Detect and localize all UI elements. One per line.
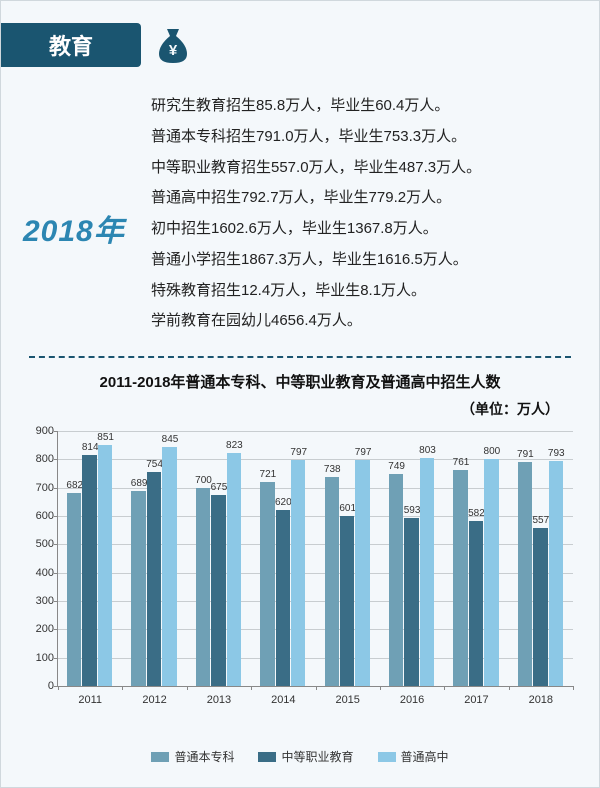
stats-line: 初中招生1602.6万人，毕业生1367.8万人。 [151,214,569,245]
stats-text-block: 研究生教育招生85.8万人，毕业生60.4万人。 普通本专科招生791.0万人，… [151,91,569,337]
bar [484,459,498,686]
bar-value-label: 761 [446,457,476,468]
bar [276,510,290,686]
bar-value-label: 803 [413,445,443,456]
y-axis-label: 800 [24,453,54,465]
bar-value-label: 749 [382,461,412,472]
stats-line: 学前教育在园幼儿4656.4万人。 [151,306,569,337]
bar [291,460,305,686]
y-axis-label: 200 [24,623,54,635]
bar [211,495,225,686]
bar [67,493,81,686]
legend-swatch [378,752,396,762]
x-axis-label: 2014 [271,694,295,706]
bar-value-label: 797 [284,447,314,458]
section-header: 教育 [1,23,141,67]
legend-item: 普通本专科 [151,748,234,765]
y-axis-label: 100 [24,652,54,664]
legend-swatch [151,752,169,762]
bar-value-label: 851 [91,432,121,443]
chart-title: 2011-2018年普通本专科、中等职业教育及普通高中招生人数 [1,371,599,392]
bar [131,491,145,686]
bar [518,462,532,686]
bar [420,458,434,686]
bar [340,516,354,686]
svg-text:¥: ¥ [169,42,178,59]
stats-line: 中等职业教育招生557.0万人，毕业生487.3万人。 [151,153,569,184]
bar-value-label: 791 [510,449,540,460]
bar [82,455,96,686]
bar [453,470,467,686]
y-axis-label: 500 [24,538,54,550]
x-axis-label: 2012 [142,694,166,706]
bar-value-label: 797 [348,447,378,458]
y-axis-label: 900 [24,425,54,437]
bar-value-label: 793 [541,448,571,459]
chart-unit: （单位：万人） [461,399,559,419]
y-axis-label: 400 [24,567,54,579]
bar [98,445,112,686]
bar [404,518,418,686]
section-divider [29,356,571,358]
bar-value-label: 823 [219,440,249,451]
bar-value-label: 800 [477,446,507,457]
gridline [58,431,573,432]
y-axis-label: 600 [24,510,54,522]
bar [469,521,483,686]
y-axis-label: 700 [24,482,54,494]
bar [260,482,274,686]
year-label: 2018年 [23,206,125,250]
x-axis-label: 2015 [335,694,359,706]
stats-line: 特殊教育招生12.4万人，毕业生8.1万人。 [151,276,569,307]
bar [549,461,563,686]
x-axis-label: 2018 [529,694,553,706]
chart-plot: 0100200300400500600700800900201168281485… [57,431,573,687]
x-axis-label: 2011 [78,694,102,706]
bar-value-label: 845 [155,434,185,445]
y-axis-label: 0 [24,680,54,692]
bar [162,447,176,686]
stats-line: 研究生教育招生85.8万人，毕业生60.4万人。 [151,91,569,122]
legend-item: 普通高中 [378,748,449,765]
section-title: 教育 [49,29,93,61]
legend-label: 中等职业教育 [281,748,353,765]
coin-bag-icon: ¥ [151,23,195,67]
bar [147,472,161,686]
bar-value-label: 721 [253,469,283,480]
legend-swatch [258,752,276,762]
bar-value-label: 738 [317,464,347,475]
legend-label: 普通本专科 [174,748,234,765]
chart-legend: 普通本专科 中等职业教育 普通高中 [1,748,599,765]
x-axis-label: 2013 [207,694,231,706]
legend-label: 普通高中 [401,748,449,765]
bar [227,453,241,686]
bar [533,528,547,686]
bar [196,488,210,686]
bar-chart: 0100200300400500600700800900201168281485… [23,423,577,741]
stats-line: 普通小学招生1867.3万人，毕业生1616.5万人。 [151,245,569,276]
x-axis-label: 2016 [400,694,424,706]
legend-item: 中等职业教育 [258,748,353,765]
x-axis-label: 2017 [464,694,488,706]
stats-line: 普通高中招生792.7万人，毕业生779.2万人。 [151,183,569,214]
bar [355,460,369,686]
stats-line: 普通本专科招生791.0万人，毕业生753.3万人。 [151,122,569,153]
y-axis-label: 300 [24,595,54,607]
